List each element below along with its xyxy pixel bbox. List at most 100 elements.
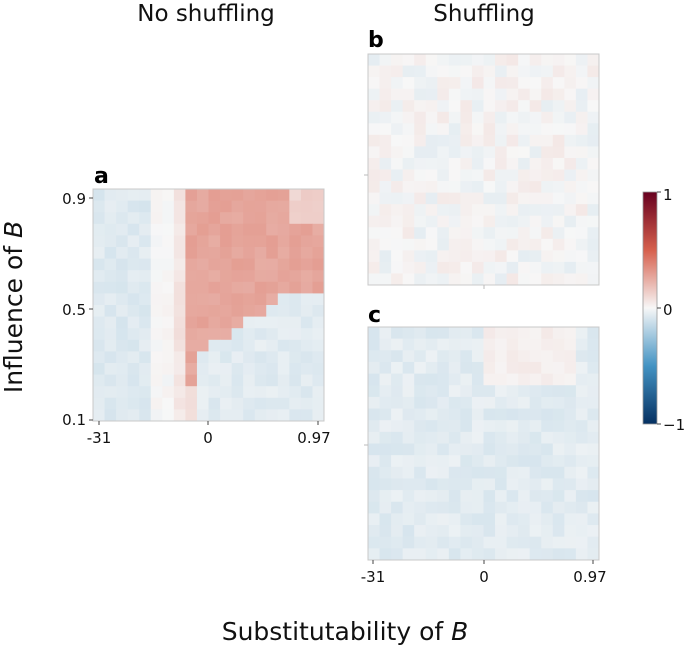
heatmap-cell — [254, 351, 267, 364]
heatmap-cell — [552, 204, 565, 217]
heatmap-cell — [518, 396, 531, 409]
heatmap-cell — [460, 525, 473, 538]
heatmap-cell — [437, 250, 450, 263]
heatmap-cell — [541, 146, 554, 159]
heatmap-cell — [93, 339, 105, 352]
heatmap-cell — [448, 350, 461, 363]
heatmap-cell — [185, 281, 198, 294]
heatmap-cell — [575, 443, 588, 456]
heatmap-cell — [402, 525, 415, 538]
heatmap-cell — [402, 169, 415, 182]
heatmap-cell — [277, 316, 290, 329]
heatmap-cell — [425, 77, 438, 90]
heatmap-cell — [173, 247, 186, 259]
heatmap-cell — [379, 238, 392, 251]
heatmap-cell — [391, 250, 404, 263]
heatmap-cell — [529, 455, 542, 468]
heatmap-cell — [391, 192, 404, 205]
heatmap-cell — [127, 200, 140, 213]
heatmap-cell — [127, 351, 140, 364]
heatmap-cell — [587, 396, 600, 409]
heatmap-cell — [518, 215, 531, 228]
heatmap-cell — [552, 192, 565, 205]
heatmap-cell — [414, 536, 427, 549]
heatmap-cell — [254, 305, 267, 317]
heatmap-cell — [150, 293, 163, 306]
colorbar-tick-label-2: −1 — [663, 416, 685, 434]
heatmap-cell — [266, 281, 279, 294]
heatmap-cell — [425, 100, 438, 113]
heatmap-cell — [587, 227, 600, 240]
heatmap-cell — [243, 258, 256, 271]
heatmap-cell — [460, 455, 473, 468]
heatmap-cell — [506, 54, 519, 66]
heatmap-cell — [448, 431, 461, 444]
heatmap-cell — [162, 247, 175, 259]
heatmap-cell — [460, 134, 473, 147]
heatmap-cell — [162, 386, 175, 399]
heatmap-cell — [379, 513, 392, 526]
heatmap-cell — [448, 192, 461, 205]
heatmap-cell — [425, 327, 438, 340]
heatmap-cell — [471, 215, 484, 228]
heatmap-cell — [402, 327, 415, 340]
heatmap-cell — [460, 548, 473, 561]
heatmap-cell — [460, 501, 473, 514]
heatmap-cell — [379, 227, 392, 240]
heatmap-cell — [402, 373, 415, 386]
heatmap-cell — [127, 316, 140, 329]
heatmap-cell — [587, 501, 600, 514]
heatmap-cell — [529, 192, 542, 205]
heatmap-cell — [437, 261, 450, 274]
heatmap-cell — [564, 54, 577, 66]
heatmap-cell — [254, 235, 267, 248]
heatmap-cell — [495, 327, 507, 340]
heatmap-cell — [220, 258, 232, 271]
heatmap-cell — [289, 223, 302, 236]
heatmap-cell — [506, 408, 519, 421]
heatmap-cell — [575, 134, 588, 147]
heatmap-cell — [173, 212, 186, 225]
heatmap-cell — [483, 431, 496, 444]
heatmap-cell — [312, 270, 325, 283]
heatmap-cell — [104, 397, 117, 410]
heatmap-cell — [518, 443, 531, 456]
heatmap-cell — [402, 54, 415, 66]
heatmap-cell — [529, 169, 542, 182]
heatmap-cell — [254, 247, 267, 259]
heatmap-cell — [483, 536, 496, 549]
heatmap-cell — [437, 157, 450, 170]
heatmap-cell — [368, 169, 380, 182]
heatmap-cell — [425, 373, 438, 386]
heatmap-cell — [208, 351, 221, 364]
heatmap-cell — [471, 478, 484, 491]
heatmap-cell — [425, 111, 438, 124]
heatmap-cell — [575, 238, 588, 251]
heatmap-cell — [587, 513, 600, 526]
heatmap-cell — [564, 501, 577, 514]
heatmap-cell — [254, 293, 267, 306]
heatmap-cell — [506, 261, 519, 274]
heatmap-cell — [150, 328, 163, 341]
heatmap-cell — [448, 227, 461, 240]
heatmap-cell — [231, 351, 244, 364]
heatmap-cell — [196, 305, 209, 317]
heatmap-cell — [368, 420, 380, 433]
heatmap-cell — [448, 327, 461, 340]
heatmap-cell — [220, 316, 232, 329]
heatmap-cell — [471, 192, 484, 205]
heatmap-cell — [483, 361, 496, 374]
heatmap-cell — [414, 88, 427, 101]
heatmap-cell — [379, 250, 392, 263]
y-axis-title: Influence of B — [0, 221, 28, 393]
heatmap-cell — [518, 157, 531, 170]
heatmap-cell — [208, 374, 221, 387]
heatmap-cell — [495, 100, 507, 113]
heatmap-cell — [529, 273, 542, 286]
heatmap-cell — [116, 328, 129, 341]
heatmap-cell — [460, 111, 473, 124]
heatmap-cell — [254, 386, 267, 399]
heatmap-cell — [402, 134, 415, 147]
heatmap-cell — [254, 339, 267, 352]
heatmap-cell — [471, 385, 484, 398]
